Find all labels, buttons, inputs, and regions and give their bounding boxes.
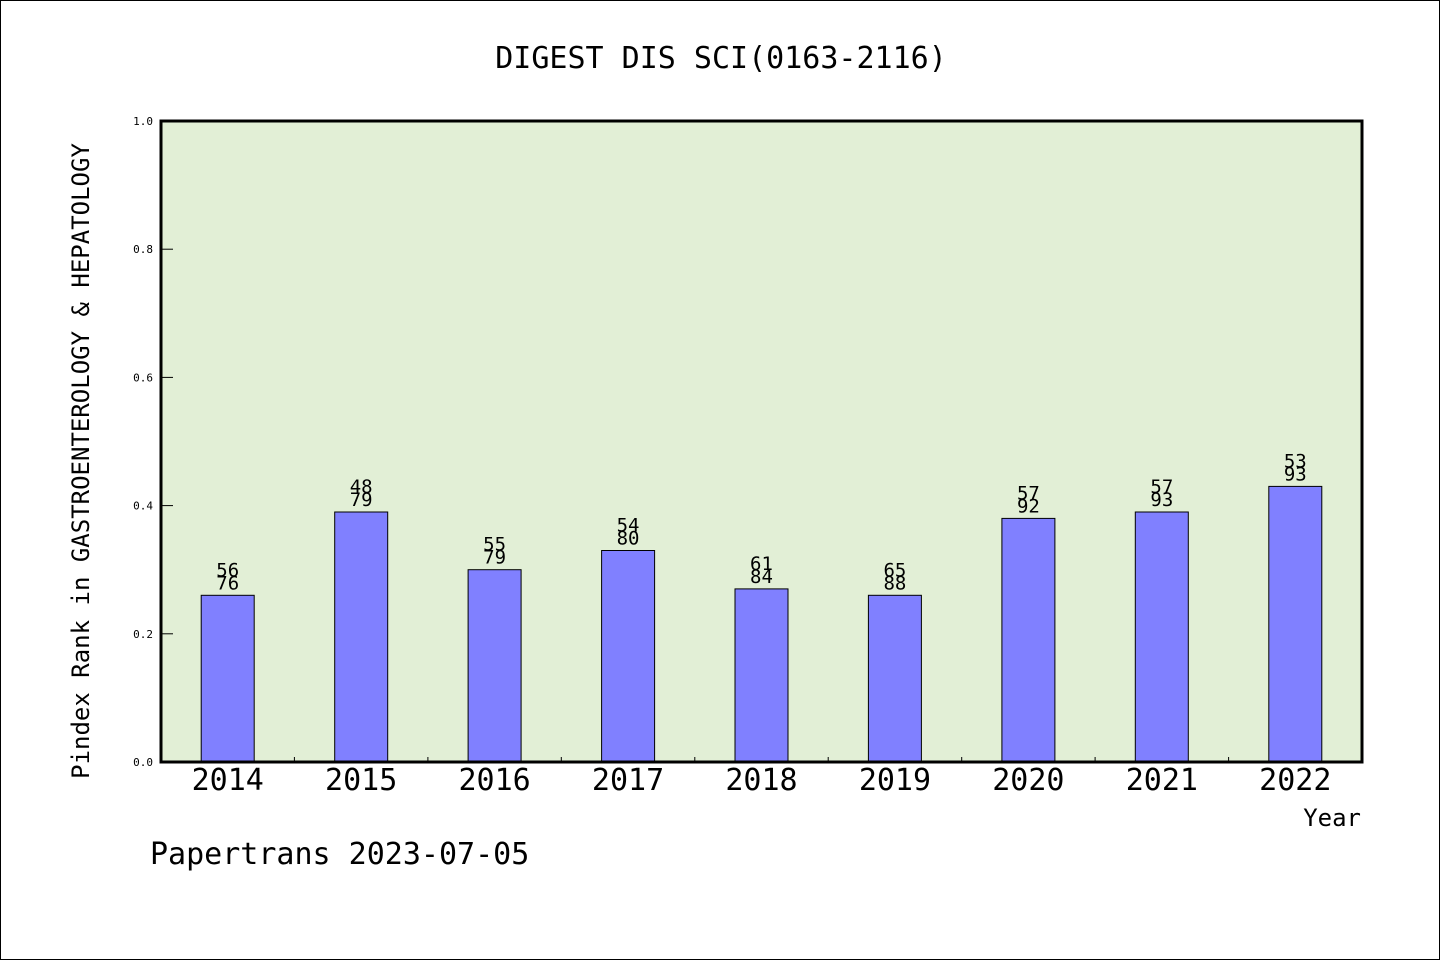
- x-tick-label-2017: 2017: [592, 763, 664, 798]
- x-tick-label-2014: 2014: [192, 763, 264, 798]
- bar-total-label-2018: 84: [750, 566, 773, 588]
- bar-total-label-2021: 93: [1150, 489, 1173, 511]
- y-axis-label: Pindex Rank in GASTROENTEROLOGY & HEPATO…: [67, 143, 95, 779]
- bar-2022: [1269, 486, 1322, 762]
- y-tick-label-1: 0.2: [133, 628, 153, 641]
- bar-2016: [468, 570, 521, 762]
- credit-text: Papertrans 2023-07-05: [150, 837, 529, 872]
- y-tick-label-5: 1.0: [133, 115, 153, 128]
- x-tick-label-2015: 2015: [325, 763, 397, 798]
- bar-total-label-2014: 76: [216, 572, 239, 594]
- bar-total-label-2017: 80: [617, 528, 640, 550]
- x-tick-label-2022: 2022: [1259, 763, 1331, 798]
- bar-2020: [1002, 518, 1055, 762]
- bar-2018: [735, 589, 788, 762]
- bar-total-label-2019: 88: [883, 572, 906, 594]
- bar-2019: [868, 595, 921, 762]
- chart-title: DIGEST DIS SCI(0163-2116): [495, 41, 947, 76]
- x-tick-label-2018: 2018: [725, 763, 797, 798]
- x-axis-label: Year: [1303, 804, 1361, 832]
- bar-total-label-2015: 79: [350, 489, 373, 511]
- x-tick-label-2019: 2019: [859, 763, 931, 798]
- bar-total-label-2022: 93: [1284, 463, 1307, 485]
- y-tick-label-0: 0.0: [133, 756, 153, 769]
- x-tick-label-2020: 2020: [992, 763, 1064, 798]
- bar-total-label-2016: 79: [483, 547, 506, 569]
- bar-total-label-2020: 92: [1017, 495, 1040, 517]
- bar-2014: [201, 595, 254, 762]
- bar-2021: [1135, 512, 1188, 762]
- x-tick-label-2021: 2021: [1126, 763, 1198, 798]
- x-tick-label-2016: 2016: [458, 763, 530, 798]
- y-tick-label-2: 0.4: [133, 500, 153, 513]
- y-tick-label-3: 0.6: [133, 371, 153, 384]
- bar-2015: [335, 512, 388, 762]
- bar-2017: [602, 551, 655, 763]
- y-tick-label-4: 0.8: [133, 243, 153, 256]
